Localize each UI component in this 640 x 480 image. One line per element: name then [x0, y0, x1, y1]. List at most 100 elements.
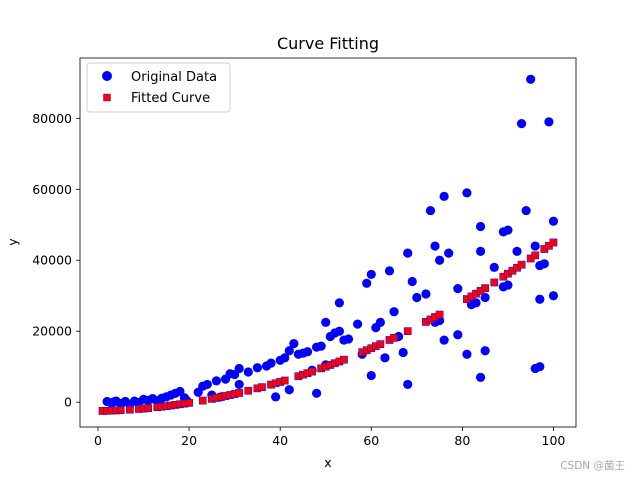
original-data-point: [334, 298, 344, 308]
fitted-curve-point: [490, 278, 499, 287]
fitted-curve-point: [403, 327, 412, 336]
fitted-curve-point: [531, 251, 540, 260]
original-data-point: [439, 191, 449, 201]
original-data-point: [407, 276, 417, 287]
x-tick-label: 20: [181, 433, 197, 448]
original-data-point: [403, 248, 413, 258]
original-data-point: [312, 388, 322, 398]
original-data-point: [362, 278, 372, 288]
original-data-point: [462, 349, 472, 359]
original-data-point: [366, 269, 376, 280]
y-tick-label: 80000: [32, 111, 72, 126]
original-data-point: [412, 292, 422, 303]
original-data-point: [430, 241, 440, 251]
original-data-point: [535, 362, 545, 372]
watermark: CSDN @菌王: [560, 460, 625, 472]
original-data-point: [398, 347, 408, 358]
original-data-point: [403, 379, 413, 390]
fitted-curve-point: [308, 367, 316, 376]
fitted-curve-point: [185, 399, 193, 407]
fitted-curve-point: [258, 383, 266, 391]
x-tick-label: 100: [542, 433, 566, 448]
fitted-curve-point: [280, 376, 289, 385]
original-data-point: [471, 298, 481, 308]
original-data-point: [289, 339, 299, 349]
fitted-curve-point: [126, 405, 134, 414]
original-data-point: [539, 259, 549, 269]
x-tick-label: 0: [94, 433, 102, 448]
original-data-point: [526, 74, 536, 84]
y-tick-label: 60000: [32, 182, 72, 197]
fitted-curve-point: [244, 386, 253, 395]
original-data-point: [439, 335, 449, 345]
original-data-point: [334, 326, 344, 336]
original-data-point: [316, 341, 326, 351]
fitted-curve-point: [340, 355, 348, 364]
original-data-point: [353, 319, 363, 329]
original-data-point: [343, 334, 354, 344]
fitted-curve-point: [481, 284, 489, 292]
original-data-point: [425, 205, 436, 216]
y-axis-ticks: 0 20000 40000 60000 80000: [32, 111, 80, 410]
original-data-point: [366, 370, 376, 381]
x-axis-label: x: [324, 455, 331, 470]
original-data-point: [535, 294, 545, 304]
x-tick-label: 80: [454, 433, 470, 448]
x-tick-label: 40: [272, 433, 288, 448]
original-data-point: [480, 292, 490, 303]
original-data-point: [521, 205, 531, 216]
original-data-point: [475, 246, 486, 256]
legend: Original Data Fitted Curve: [86, 62, 231, 113]
original-data-point: [530, 241, 540, 251]
original-data-point: [284, 346, 294, 356]
original-data-point: [321, 317, 331, 327]
original-data-point: [202, 379, 212, 390]
original-data-point: [453, 330, 463, 340]
y-tick-label: 0: [64, 395, 72, 410]
original-data-point: [280, 353, 290, 363]
original-data-point: [302, 347, 313, 357]
original-data-point: [266, 358, 276, 368]
original-data-point: [489, 262, 499, 272]
x-tick-label: 60: [363, 433, 379, 448]
original-data-point: [380, 353, 390, 363]
original-data-point: [434, 255, 445, 265]
original-data-point: [234, 379, 244, 390]
plot-marks: [98, 74, 559, 415]
fitted-curve-point: [116, 406, 125, 415]
original-data-point: [475, 221, 486, 232]
legend-label-original-data: Original Data: [131, 70, 217, 85]
legend-box: [86, 62, 231, 113]
original-data-point: [243, 367, 253, 377]
original-data-point: [544, 117, 554, 127]
original-data-point: [375, 317, 385, 327]
original-data-point: [421, 289, 431, 299]
original-data-point: [284, 385, 294, 395]
original-data-point: [211, 376, 222, 386]
original-data-point: [389, 307, 399, 317]
original-data-point: [234, 363, 244, 374]
y-axis-label: y: [5, 238, 20, 246]
fitted-curve-point: [517, 260, 526, 269]
original-data-point: [516, 119, 527, 129]
legend-marker-fitted-curve: [103, 93, 111, 102]
chart-title: Curve Fitting: [277, 34, 379, 53]
original-data-point: [548, 291, 559, 301]
fitted-curve-point: [390, 333, 398, 342]
original-data-point: [475, 372, 486, 382]
x-axis-ticks: 0 20 40 60 80 100: [94, 427, 565, 448]
original-data-point: [444, 248, 454, 258]
y-tick-label: 20000: [32, 324, 72, 339]
fitted-curve-point: [198, 396, 207, 405]
original-data-point: [503, 225, 513, 235]
plot-frame: [79, 57, 577, 428]
fitted-curve-point: [144, 404, 152, 412]
original-data-point: [512, 246, 522, 256]
y-tick-label: 40000: [32, 253, 72, 268]
original-data-point: [384, 266, 395, 276]
fitted-curve-point: [549, 238, 558, 247]
fitted-curve-point: [435, 310, 444, 319]
original-data-point: [271, 392, 281, 402]
original-data-point: [548, 216, 559, 226]
